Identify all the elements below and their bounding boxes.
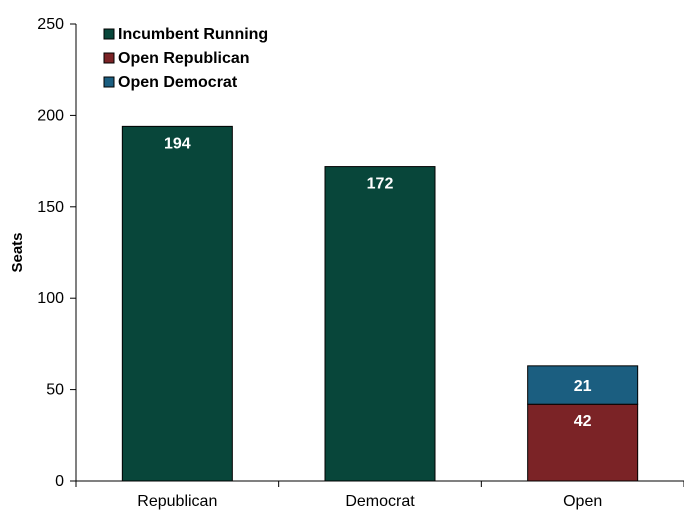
y-tick-label: 50 bbox=[46, 382, 64, 399]
legend-swatch bbox=[103, 52, 115, 64]
y-tick-label: 200 bbox=[37, 107, 64, 124]
x-tick-label: Open bbox=[563, 493, 602, 510]
data-label: 194 bbox=[164, 135, 191, 152]
y-tick-label: 100 bbox=[37, 290, 64, 307]
y-tick-label: 150 bbox=[37, 199, 64, 216]
data-label: 42 bbox=[574, 413, 592, 430]
data-label: 21 bbox=[574, 378, 592, 395]
data-label: 172 bbox=[367, 176, 394, 193]
bar bbox=[324, 166, 436, 482]
bar bbox=[121, 125, 233, 482]
legend-entry: Incumbent Running bbox=[118, 26, 268, 43]
bar bbox=[527, 403, 639, 482]
x-tick-label: Democrat bbox=[345, 493, 415, 510]
y-axis-label: Seats bbox=[9, 232, 26, 272]
axes: 0 50 100 150 200 250 Republican Democrat Open Sea… bbox=[9, 16, 684, 510]
legend: Incumbent Running Open Republican Open Dem… bbox=[103, 26, 268, 91]
x-tick-label: Republican bbox=[137, 493, 217, 510]
y-tick-label: 0 bbox=[55, 473, 64, 490]
legend-entry: Open Republican bbox=[118, 50, 250, 67]
legend-swatch bbox=[103, 28, 115, 40]
legend-swatch bbox=[103, 76, 115, 88]
bar bbox=[527, 365, 639, 405]
legend-entry: Open Democrat bbox=[118, 74, 238, 91]
bars: 194 172 42 21 bbox=[121, 125, 639, 482]
y-tick-label: 250 bbox=[37, 16, 64, 33]
